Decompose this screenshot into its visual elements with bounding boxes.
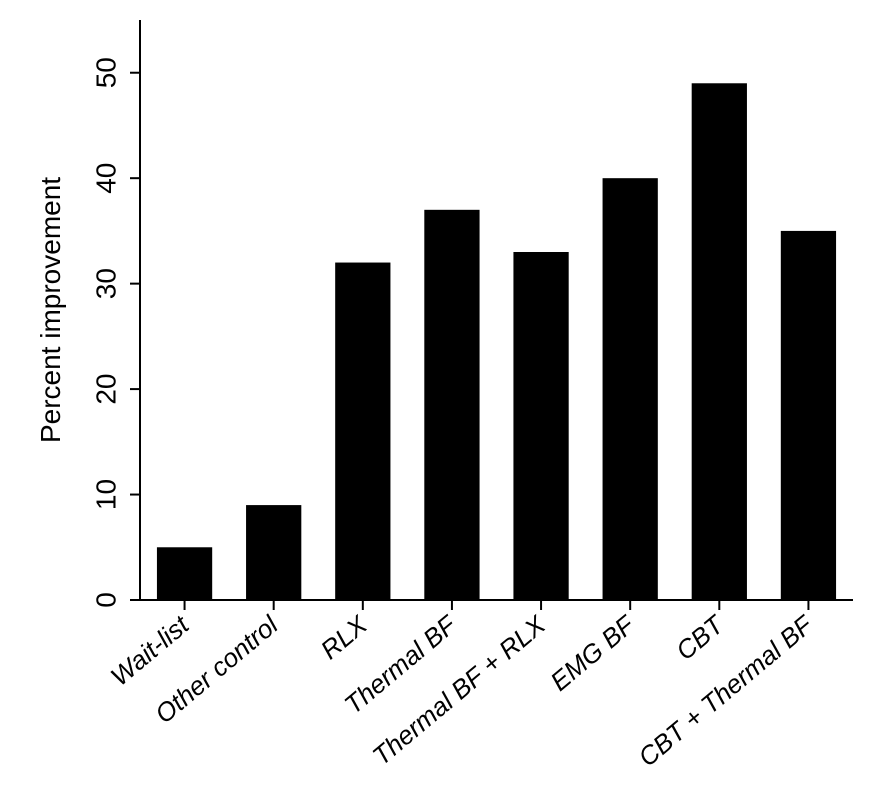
bar-chart: 01020304050Percent improvementWait-listO… [0, 0, 883, 810]
bar [157, 547, 212, 600]
bar [781, 231, 836, 600]
bar [692, 83, 747, 600]
xtick-label: EMG BF [544, 608, 641, 696]
ytick-label: 30 [90, 268, 121, 299]
ytick-label: 40 [90, 163, 121, 194]
bar [246, 505, 301, 600]
xtick-label: RLX [315, 609, 374, 666]
xtick-label: CBT [670, 608, 731, 666]
ytick-label: 50 [90, 57, 121, 88]
ytick-label: 10 [90, 479, 121, 510]
ytick-label: 0 [90, 592, 121, 608]
bar [335, 263, 390, 600]
y-axis-label: Percent improvement [35, 177, 66, 443]
bar [513, 252, 568, 600]
ytick-label: 20 [90, 374, 121, 405]
bar [603, 178, 658, 600]
bar [424, 210, 479, 600]
